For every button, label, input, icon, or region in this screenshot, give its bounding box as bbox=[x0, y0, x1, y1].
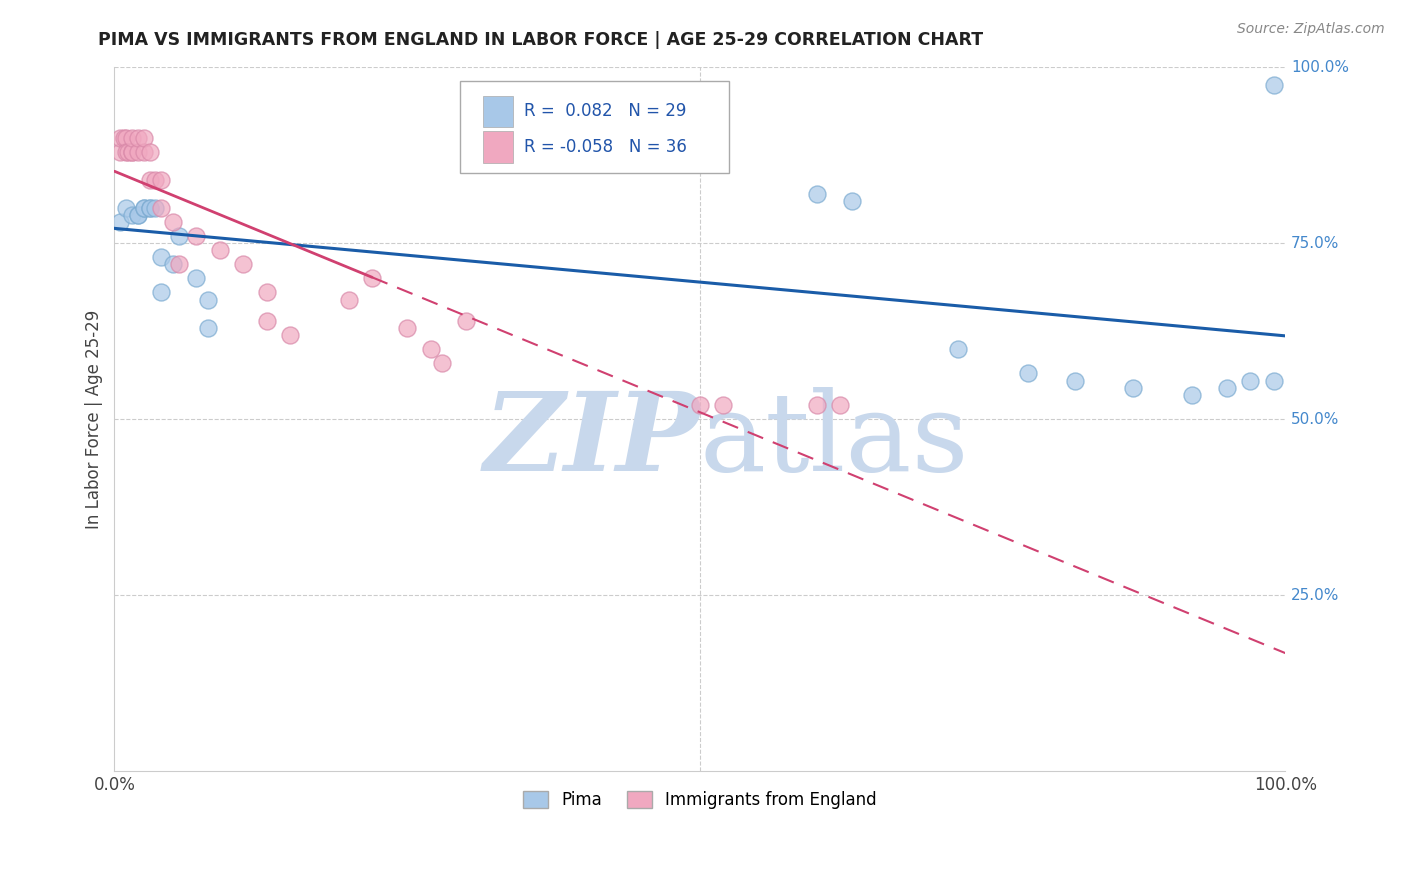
Point bbox=[127, 145, 149, 159]
Point bbox=[1181, 387, 1204, 401]
Point bbox=[132, 201, 155, 215]
Text: R =  0.082   N = 29: R = 0.082 N = 29 bbox=[524, 103, 686, 120]
Point bbox=[278, 327, 301, 342]
Point bbox=[186, 229, 208, 244]
FancyBboxPatch shape bbox=[460, 81, 730, 173]
Point bbox=[150, 201, 173, 215]
Point bbox=[110, 145, 132, 159]
Point bbox=[145, 173, 167, 187]
FancyBboxPatch shape bbox=[484, 131, 513, 162]
Point bbox=[127, 130, 149, 145]
Point bbox=[830, 398, 852, 412]
Point bbox=[1239, 374, 1261, 388]
Point bbox=[232, 257, 254, 271]
Y-axis label: In Labor Force | Age 25-29: In Labor Force | Age 25-29 bbox=[86, 310, 103, 529]
Text: PIMA VS IMMIGRANTS FROM ENGLAND IN LABOR FORCE | AGE 25-29 CORRELATION CHART: PIMA VS IMMIGRANTS FROM ENGLAND IN LABOR… bbox=[98, 31, 984, 49]
Point bbox=[121, 145, 143, 159]
Point bbox=[115, 201, 138, 215]
Point bbox=[1263, 374, 1285, 388]
Point bbox=[419, 342, 441, 356]
Point bbox=[150, 285, 173, 300]
Point bbox=[138, 145, 160, 159]
Text: ZIP: ZIP bbox=[484, 386, 700, 494]
FancyBboxPatch shape bbox=[484, 95, 513, 128]
Point bbox=[121, 208, 143, 222]
Point bbox=[150, 173, 173, 187]
Point bbox=[689, 398, 711, 412]
Point bbox=[361, 271, 384, 285]
Text: 75.0%: 75.0% bbox=[1291, 235, 1340, 251]
Legend: Pima, Immigrants from England: Pima, Immigrants from England bbox=[516, 784, 883, 816]
Point bbox=[396, 320, 419, 334]
Point bbox=[256, 313, 278, 327]
Text: 50.0%: 50.0% bbox=[1291, 412, 1340, 426]
Point bbox=[197, 320, 219, 334]
Point bbox=[806, 186, 828, 201]
Point bbox=[115, 130, 138, 145]
Point bbox=[110, 130, 132, 145]
Point bbox=[110, 215, 132, 229]
Point bbox=[162, 257, 184, 271]
Point bbox=[197, 293, 219, 307]
Text: atlas: atlas bbox=[700, 387, 970, 494]
Text: R = -0.058   N = 36: R = -0.058 N = 36 bbox=[524, 137, 688, 156]
Point bbox=[256, 285, 278, 300]
Point bbox=[150, 250, 173, 264]
Point bbox=[711, 398, 734, 412]
Text: Source: ZipAtlas.com: Source: ZipAtlas.com bbox=[1237, 22, 1385, 37]
Point bbox=[1263, 78, 1285, 92]
Point bbox=[145, 201, 167, 215]
Point bbox=[167, 229, 190, 244]
Point bbox=[121, 145, 143, 159]
Point bbox=[1216, 380, 1239, 394]
Point bbox=[337, 293, 360, 307]
Point bbox=[117, 145, 139, 159]
Point bbox=[208, 244, 231, 258]
Point bbox=[132, 145, 155, 159]
Point bbox=[1122, 380, 1144, 394]
Point bbox=[806, 398, 828, 412]
Point bbox=[454, 313, 477, 327]
Point bbox=[138, 201, 160, 215]
Point bbox=[138, 173, 160, 187]
Point bbox=[1063, 374, 1085, 388]
Point bbox=[138, 201, 160, 215]
Point bbox=[186, 271, 208, 285]
Point bbox=[1017, 367, 1039, 381]
Point bbox=[167, 257, 190, 271]
Point bbox=[432, 356, 454, 370]
Point bbox=[127, 208, 149, 222]
Point bbox=[841, 194, 863, 208]
Point bbox=[112, 130, 135, 145]
Point bbox=[132, 130, 155, 145]
Point bbox=[162, 215, 184, 229]
Text: 100.0%: 100.0% bbox=[1291, 60, 1350, 75]
Point bbox=[121, 130, 143, 145]
Point bbox=[132, 201, 155, 215]
Point bbox=[115, 145, 138, 159]
Point bbox=[513, 130, 536, 145]
Point bbox=[127, 208, 149, 222]
Text: 25.0%: 25.0% bbox=[1291, 588, 1340, 603]
Point bbox=[946, 342, 969, 356]
